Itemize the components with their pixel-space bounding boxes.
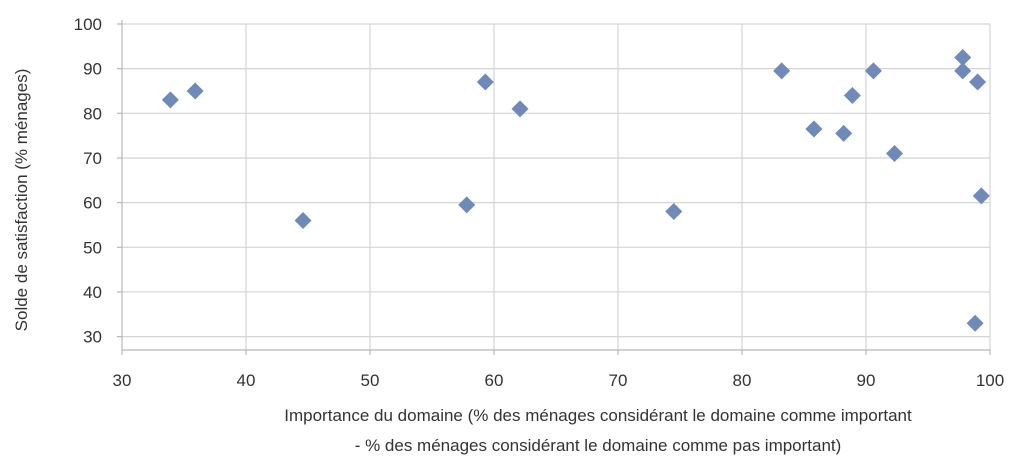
- y-tick-label: 30: [83, 328, 102, 347]
- y-tick-label: 80: [83, 104, 102, 123]
- y-tick-label: 70: [83, 149, 102, 168]
- data-point-diamond: [511, 100, 529, 118]
- data-point-diamond: [972, 187, 990, 205]
- y-tick-label: 100: [74, 15, 102, 34]
- x-tick-label: 100: [976, 371, 1004, 390]
- x-tick-label: 70: [609, 371, 628, 390]
- data-point-diamond: [294, 211, 312, 229]
- data-point-diamond: [835, 124, 853, 142]
- data-point-diamond: [966, 314, 984, 332]
- y-axis-title: Solde de satisfaction (% ménages): [12, 69, 31, 332]
- data-point-diamond: [864, 62, 882, 80]
- data-point-diamond: [458, 196, 476, 214]
- x-tick-label: 50: [361, 371, 380, 390]
- y-tick-label: 50: [83, 238, 102, 257]
- data-point-diamond: [665, 203, 683, 221]
- data-point-diamond: [186, 82, 204, 100]
- data-point-diamond: [954, 48, 972, 66]
- y-tick-label: 90: [83, 60, 102, 79]
- y-tick-label: 60: [83, 194, 102, 213]
- x-axis-title-line2: - % des ménages considérant le domaine c…: [355, 436, 842, 455]
- axes: [117, 20, 991, 355]
- data-point-diamond: [843, 86, 861, 104]
- x-axis-title-line1: Importance du domaine (% des ménages con…: [284, 406, 912, 425]
- x-tick-label: 90: [857, 371, 876, 390]
- data-point-diamond: [886, 145, 904, 163]
- data-points: [161, 48, 990, 332]
- data-point-diamond: [805, 120, 823, 138]
- x-tick-label: 80: [733, 371, 752, 390]
- x-tick-label: 40: [237, 371, 256, 390]
- data-point-diamond: [161, 91, 179, 109]
- x-tick-label: 60: [485, 371, 504, 390]
- data-point-diamond: [954, 62, 972, 80]
- y-tick-labels: 30 40 50 60 70 80 90 100: [74, 15, 102, 347]
- x-tick-labels: 30 40 50 60 70 80 90 100: [113, 371, 1005, 390]
- data-point-diamond: [773, 62, 791, 80]
- y-tick-label: 40: [83, 283, 102, 302]
- x-tick-label: 30: [113, 371, 132, 390]
- data-point-diamond: [969, 73, 987, 91]
- data-point-diamond: [476, 73, 494, 91]
- grid-lines: [122, 23, 991, 350]
